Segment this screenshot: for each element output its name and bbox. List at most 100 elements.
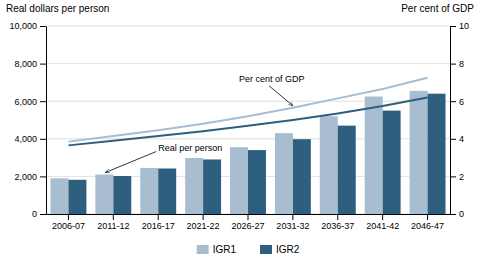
legend-label: IGR1	[213, 244, 237, 255]
bar	[275, 133, 293, 214]
tick: 8	[450, 59, 464, 69]
plot: 2006-07 2011-12 2016-17 2021-22 2026-27 2031-…	[9, 21, 469, 231]
chart-container: 2006-07 2011-12 2016-17 2021-22 2026-27 2031-…	[0, 0, 480, 260]
tick-mark	[450, 214, 456, 215]
axis: 0 2,000 4,000 6,000 8,000 10,000	[9, 21, 46, 219]
tick-label: 4,000	[14, 134, 37, 144]
tick-label: 10	[459, 21, 469, 31]
tick-mark	[158, 214, 159, 220]
tick-label: 2011-12	[97, 221, 129, 231]
tick: 2036-37	[321, 214, 354, 231]
tick: 2016-17	[142, 214, 175, 231]
tick-label: 8,000	[14, 59, 37, 69]
axis-title: Real dollars per person	[6, 3, 109, 14]
tick: 10	[450, 21, 469, 31]
line	[68, 78, 427, 142]
bar	[248, 150, 266, 214]
tick-mark	[248, 214, 249, 220]
tick-mark	[450, 64, 456, 65]
tick-mark	[40, 101, 46, 102]
annotation: Real per person	[158, 143, 222, 153]
tick-label: 2021-22	[187, 221, 220, 231]
tick-label: 2031-32	[276, 221, 309, 231]
tick-mark	[40, 26, 46, 27]
tick-mark	[450, 26, 456, 27]
bar	[158, 169, 176, 214]
tick: 6	[450, 97, 464, 107]
bar	[50, 178, 68, 214]
tick-label: 2046-47	[411, 221, 444, 231]
tick: 4,000	[14, 134, 46, 144]
tick: 2046-47	[411, 214, 444, 231]
tick-label: 2	[459, 172, 464, 182]
axis-line	[46, 27, 47, 215]
tick-mark	[113, 214, 114, 220]
annotation: Per cent of GDP	[239, 74, 305, 84]
legend: IGR1 IGR2	[197, 244, 300, 255]
tick: 2026-27	[231, 214, 264, 231]
tick: 4	[450, 134, 464, 144]
tick: 2,000	[14, 172, 46, 182]
annotation-arrow	[105, 152, 156, 173]
bar	[113, 176, 131, 214]
tick-mark	[450, 101, 456, 102]
grid	[46, 26, 450, 214]
tick: 8,000	[14, 59, 46, 69]
tick-mark	[450, 176, 456, 177]
bar	[293, 139, 311, 214]
grid-line	[46, 63, 450, 64]
tick-label: 2006-07	[52, 221, 85, 231]
grid-line	[46, 26, 450, 27]
axis-title: Per cent of GDP	[401, 3, 474, 14]
tick-label: 2036-37	[321, 221, 354, 231]
axis-line	[450, 27, 451, 215]
tick: 2041-42	[366, 214, 399, 231]
tick-label: 2041-42	[366, 221, 399, 231]
tick: 2	[450, 172, 464, 182]
axis: 0 2 4 6 8 10	[450, 21, 469, 219]
tick-mark	[68, 214, 69, 220]
marks	[50, 78, 445, 214]
bar	[203, 159, 221, 214]
annotation-arrow	[269, 86, 293, 106]
line	[68, 97, 427, 145]
tick: 2006-07	[52, 214, 85, 231]
legend-label: IGR2	[276, 244, 300, 255]
legend-swatch	[197, 245, 209, 254]
grid-line	[46, 101, 450, 102]
tick-label: 0	[32, 209, 37, 219]
tick: 2021-22	[187, 214, 220, 231]
tick-mark	[450, 139, 456, 140]
bar	[320, 116, 338, 214]
tick-label: 0	[459, 209, 464, 219]
tick-mark	[427, 214, 428, 220]
tick-mark	[40, 64, 46, 65]
bar	[338, 126, 356, 214]
bar	[383, 111, 401, 214]
tick-label: 2026-27	[231, 221, 264, 231]
tick-mark	[40, 176, 46, 177]
bar	[230, 147, 248, 214]
tick: 10,000	[9, 21, 46, 31]
tick-label: 8	[459, 59, 464, 69]
annotations: Per cent of GDP Real per person	[105, 74, 304, 172]
tick: 6,000	[14, 97, 46, 107]
tick-label: 2,000	[14, 172, 37, 182]
bar	[185, 158, 203, 214]
legend-entry: IGR1	[197, 244, 237, 255]
bar	[95, 175, 113, 214]
tick-mark	[292, 214, 293, 220]
tick-label: 4	[459, 134, 464, 144]
tick: 0	[450, 209, 464, 219]
tick-mark	[382, 214, 383, 220]
tick-mark	[337, 214, 338, 220]
bar-series	[50, 91, 427, 214]
tick: 2031-32	[276, 214, 309, 231]
bar-series	[68, 94, 445, 214]
chart: 2006-07 2011-12 2016-17 2021-22 2026-27 2031-…	[0, 0, 480, 260]
tick-mark	[40, 214, 46, 215]
bar	[410, 91, 428, 214]
bar	[428, 94, 446, 214]
tick: 0	[32, 209, 46, 219]
tick-label: 2016-17	[142, 221, 175, 231]
